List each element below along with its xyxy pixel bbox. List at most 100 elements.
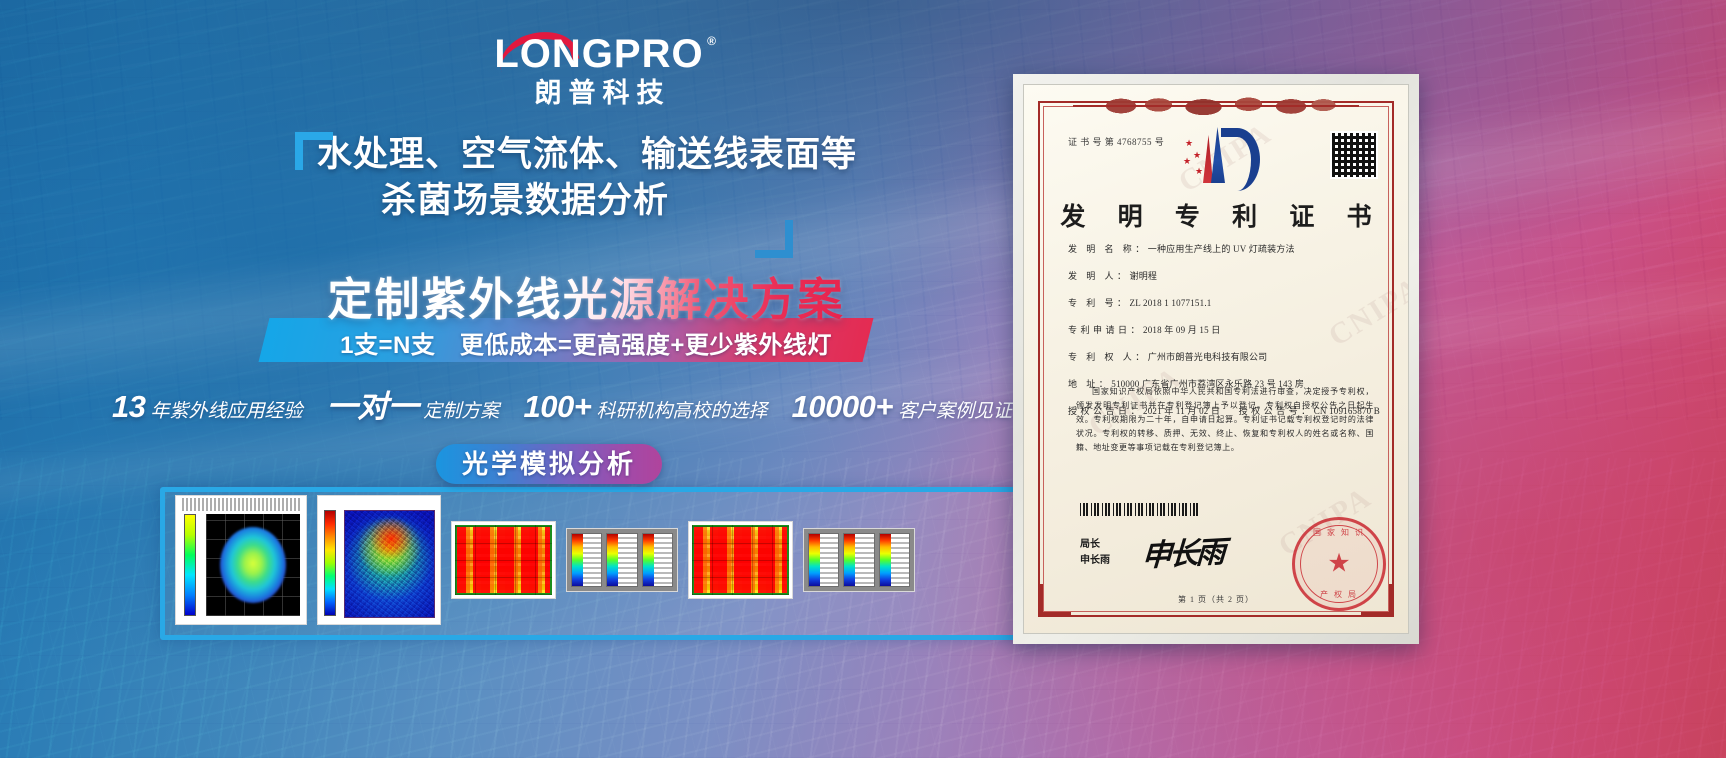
- value-rows: [583, 534, 602, 586]
- patent-certificate: CNIPA CNIPA CNIPA CNIPA 证 书 号 第 4768755 …: [1023, 84, 1409, 634]
- stat-item: 13 年紫外线应用经验: [112, 390, 303, 429]
- brand-name-en: LONGPRO: [494, 32, 704, 76]
- certificate-field: 发 明 名 称：一种应用生产线上的 UV 灯疏装方法: [1068, 243, 1380, 255]
- director-title: 局长: [1080, 539, 1100, 550]
- seal-star-icon: ★: [1327, 547, 1351, 578]
- bar-cell: [808, 533, 840, 587]
- seal-bottom-text: 产 权 局: [1320, 590, 1358, 599]
- brand-logo: LONGPRO ® 朗普科技: [484, 22, 716, 111]
- emblem-star-icon: ★: [1195, 166, 1204, 176]
- field-value: 广州市朗普光电科技有限公司: [1147, 352, 1268, 362]
- optical-simulation-panel: [160, 487, 1175, 640]
- bar-cell: [843, 533, 875, 587]
- field-key: 发 明 名 称：: [1068, 244, 1148, 254]
- value-rows: [890, 534, 909, 586]
- stat-number: 100+: [523, 389, 592, 424]
- bar-cell: [571, 533, 603, 587]
- stat-number: 一对一: [326, 389, 419, 424]
- simulation-chart-speckle: [317, 495, 441, 625]
- certificate-title: 发 明 专 利 证 书: [1060, 204, 1385, 231]
- field-key: 专 利 权 人：: [1068, 352, 1148, 362]
- field-value: ZL 2018 1 1077151.1: [1129, 298, 1212, 308]
- bar-group: [808, 533, 910, 587]
- certificate-fields: 发 明 名 称：一种应用生产线上的 UV 灯疏装方法 发 明 人：谢明程 专 利…: [1068, 243, 1380, 432]
- field-key: 专 利 号：: [1068, 298, 1130, 308]
- certificate-page-note: 第 1 页（共 2 页）: [1178, 595, 1254, 604]
- field-key: 专利申请日：: [1068, 325, 1144, 335]
- certificate-field: 专利申请日：2018 年 09 月 15 日: [1068, 324, 1380, 336]
- certificate-grant-row: 授权公告日：2021 年 11 月 02 日 授权公告号：CN 10916587…: [1068, 405, 1380, 417]
- field-key: 授权公告日：: [1068, 406, 1144, 416]
- stat-item: 100+ 科研机构高校的选择: [524, 390, 768, 429]
- stat-label: 客户案例见证: [897, 401, 1012, 422]
- seal-top-text: 国 家 知 识: [1313, 528, 1365, 537]
- handwritten-signature: 申长雨: [1141, 535, 1224, 574]
- headline-line-1: 水处理、空气流体、输送线表面等: [317, 135, 858, 174]
- colorbar: [184, 514, 196, 616]
- seal-ring: [1300, 525, 1378, 603]
- stats-row: 13 年紫外线应用经验 一对一 定制方案 100+ 科研机构高校的选择 1000…: [112, 390, 1012, 426]
- colorbar: [607, 534, 619, 586]
- field-value: 谢明程: [1129, 271, 1158, 281]
- bar-cell: [878, 533, 910, 587]
- corner-ornament-bottom-left-icon: [1040, 584, 1071, 615]
- field-key: 地 址：: [1068, 379, 1112, 389]
- colorbar: [809, 534, 820, 586]
- field-value: 2021 年 11 月 02 日: [1143, 406, 1221, 416]
- headline-block: 水处理、空气流体、输送线表面等 杀菌场景数据分析: [295, 132, 858, 258]
- certificate-field: 地 址：510000 广东省广州市荔湾区永乐路 23 号 143 房: [1068, 378, 1380, 390]
- brand-name-cn: 朗普科技: [534, 78, 671, 108]
- grant-left: 授权公告日：2021 年 11 月 02 日: [1068, 405, 1220, 417]
- corner-bracket-top-left-icon: [295, 132, 333, 170]
- emblem-red-blade: [1203, 135, 1213, 183]
- certificate-field: 专 利 权 人：广州市朗普光电科技有限公司: [1068, 351, 1380, 363]
- colorbar: [844, 534, 856, 586]
- chart-plot-area: [455, 525, 552, 595]
- corner-ornament-bottom-right-icon: [1361, 584, 1392, 615]
- slogan-block: 定制紫外线光源解决方案 1支=N支 更低成本=更高强度+更少紫外线灯: [258, 272, 874, 366]
- emblem-hook: [1221, 128, 1260, 191]
- stat-number: 10000+: [791, 389, 894, 424]
- grant-right: 授权公告号：CN 109165870 B: [1239, 405, 1380, 417]
- emblem-star-icon: ★: [1185, 138, 1194, 148]
- chart-plot-area: [206, 514, 300, 616]
- colorbar: [572, 534, 583, 586]
- field-key: 发 明 人：: [1068, 271, 1130, 281]
- director-name: 申长雨: [1080, 555, 1110, 566]
- chart-grid: [692, 525, 789, 595]
- official-seal-icon: 国 家 知 识 ★ 产 权 局: [1292, 517, 1386, 611]
- field-value: 2018 年 09 月 15 日: [1143, 325, 1221, 335]
- field-value: 一种应用生产线上的 UV 灯疏装方法: [1147, 244, 1295, 254]
- slogan-main-text: 定制紫外线光源解决方案: [306, 272, 866, 328]
- slogan-sub-text: 1支=N支 更低成本=更高强度+更少紫外线灯: [340, 332, 832, 359]
- simulation-bars-2: [803, 528, 915, 592]
- stat-label: 年紫外线应用经验: [150, 401, 303, 422]
- registered-mark: ®: [707, 34, 716, 48]
- colorbar: [324, 510, 336, 616]
- intensity-blob: [220, 527, 286, 603]
- director-block: 局长 申长雨: [1080, 537, 1110, 569]
- corner-bracket-bottom-right-icon: [755, 220, 793, 258]
- chart-plot-area: [692, 525, 789, 595]
- certificate-paragraph: 国家知识产权局依照中华人民共和国专利法进行审查，决定授予专利权，颁发发明专利证书…: [1076, 387, 1374, 452]
- bar-cell: [606, 533, 638, 587]
- value-rows: [855, 534, 874, 586]
- optical-simulation-label-text: 光学模拟分析: [462, 449, 637, 479]
- patent-certificate-frame: CNIPA CNIPA CNIPA CNIPA 证 书 号 第 4768755 …: [1013, 74, 1419, 644]
- emblem-star-icon: ★: [1193, 150, 1202, 160]
- stat-label: 科研机构高校的选择: [596, 401, 768, 422]
- certificate-field: 发 明 人：谢明程: [1068, 270, 1380, 282]
- simulation-heatmap-1: [451, 521, 556, 599]
- value-rows: [820, 534, 839, 586]
- simulation-chart-contour: [175, 495, 307, 625]
- value-rows: [618, 534, 637, 586]
- simulation-heatmap-2: [688, 521, 793, 599]
- chart-title-placeholder: [182, 498, 302, 511]
- chart-plot-area: [344, 510, 435, 618]
- bar-cell: [641, 533, 673, 587]
- chart-grid: [455, 525, 552, 595]
- colorbar: [879, 534, 891, 586]
- stat-number: 13: [112, 389, 146, 424]
